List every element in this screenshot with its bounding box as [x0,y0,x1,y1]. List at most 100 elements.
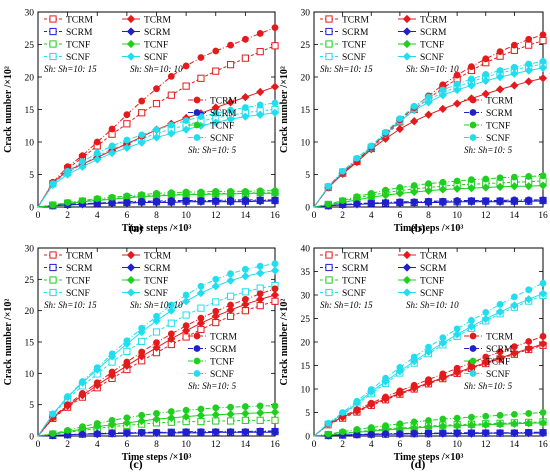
data-point [510,349,519,358]
x-tick-label: 12 [481,440,491,450]
legend-marker [402,27,412,36]
legend-label: SCRM [66,264,93,274]
x-tick-label: 8 [154,440,159,450]
data-point [152,133,161,142]
data-point [64,401,72,409]
data-point [439,429,447,437]
data-point [410,182,418,189]
data-point [107,148,117,158]
data-point [241,295,249,303]
data-point [241,403,249,410]
data-point [153,85,160,93]
data-point [353,406,361,414]
data-point [482,308,490,316]
series-line [37,109,276,208]
group-ratio-label: Sh: Sh=10: 10 [130,64,183,74]
x-tick-label: 8 [426,440,431,450]
data-point [525,338,533,345]
data-point [241,54,249,62]
data-point [496,411,504,419]
data-point [495,85,505,94]
data-point [167,428,175,436]
data-point [270,290,280,300]
legend-marker [49,52,57,61]
y-tick-label: 0 [305,433,310,443]
x-tick-label: 14 [510,440,520,450]
y-axis-label: Crack number /×10² [3,66,14,153]
data-point [525,41,533,49]
legend-marker [469,134,477,141]
y-tick-label: 15 [25,339,35,349]
data-point [182,406,190,414]
data-point [467,81,476,90]
data-point [524,295,533,304]
legend-marker [325,27,333,36]
data-point [524,344,533,353]
data-point [270,408,280,417]
data-point [271,402,279,410]
data-point [271,427,279,435]
data-point [396,420,404,428]
legend-marker [469,96,477,104]
legend-label: SCNF [486,370,510,380]
data-point [482,429,490,437]
legend-marker [193,345,201,352]
x-tick-label: 16 [538,440,548,450]
data-point [382,422,389,430]
legend-label: TCNF [144,40,168,50]
data-point [79,152,86,160]
data-point [382,393,389,401]
data-point [123,429,131,437]
y-tick-label: 30 [301,292,311,302]
data-point [227,428,234,436]
data-point [64,393,72,400]
data-point [496,174,504,182]
data-point [78,162,87,171]
legend-label: TCNF [486,357,510,367]
data-point [137,138,146,147]
legend-marker [402,250,412,260]
data-point [167,129,176,138]
x-tick-label: 14 [510,211,520,221]
data-point [396,198,404,206]
data-point [510,410,518,418]
data-point [381,134,390,143]
data-point [123,347,131,355]
data-point [256,101,264,109]
data-point [227,403,234,411]
data-point [212,307,220,315]
data-point [226,409,235,419]
data-point [212,67,220,75]
legend-marker [193,332,201,340]
data-point [467,322,476,331]
data-point [510,69,519,78]
data-point [108,193,116,201]
data-point [182,428,190,436]
data-point [138,131,146,139]
group-ratio-label: Sh: Sh=10: 10 [406,64,459,74]
data-point [212,110,220,117]
data-point [79,430,86,438]
legend-label: TCRM [486,332,513,342]
data-point [182,322,190,330]
data-point [79,158,86,165]
data-point [438,338,447,348]
data-point [271,187,279,195]
data-point [539,196,547,204]
data-point [410,418,418,426]
data-point [468,75,475,83]
chart-panel: 0 2 4 6 8 10 12 14 16 0 5 10 15 20 25 30 Time steps /×10… [279,9,548,236]
data-point [79,197,86,204]
data-point [256,290,264,298]
data-point [382,199,389,206]
x-tick-label: 10 [181,440,191,450]
data-point [271,285,279,293]
data-point [482,55,490,63]
y-tick-label: 10 [25,139,35,149]
data-point [353,200,361,208]
data-point [138,324,146,332]
legend-marker [469,370,477,377]
data-point [382,430,389,438]
data-point [510,182,519,191]
data-point [227,196,234,204]
